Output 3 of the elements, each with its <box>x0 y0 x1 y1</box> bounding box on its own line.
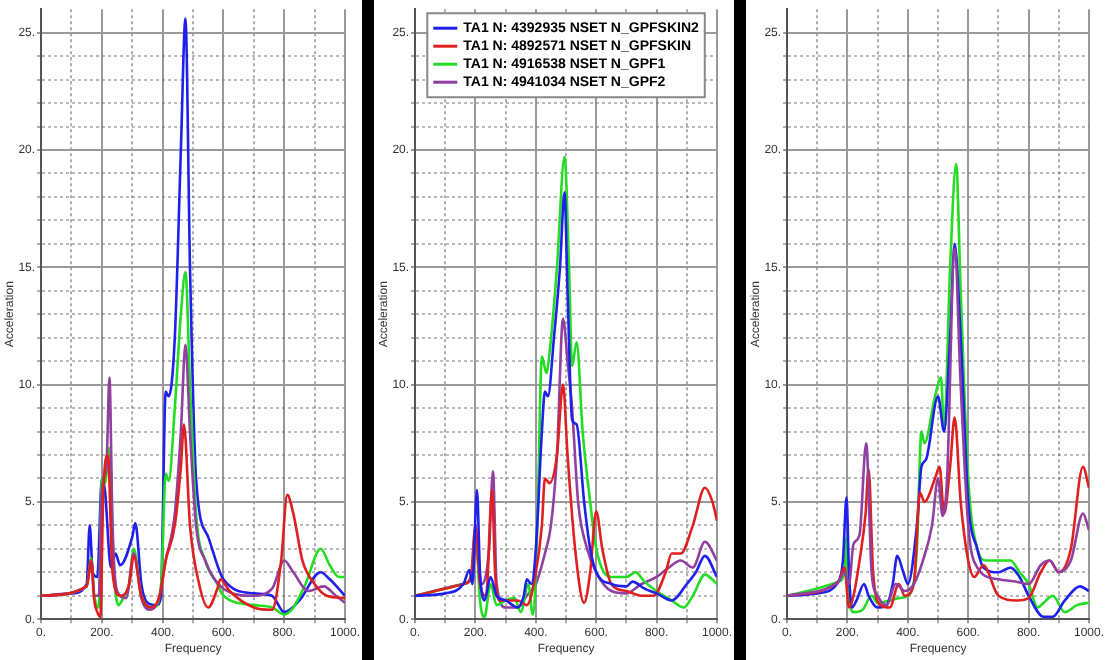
line-series <box>787 416 1089 609</box>
line-series <box>415 383 717 607</box>
line-series <box>787 162 1089 614</box>
